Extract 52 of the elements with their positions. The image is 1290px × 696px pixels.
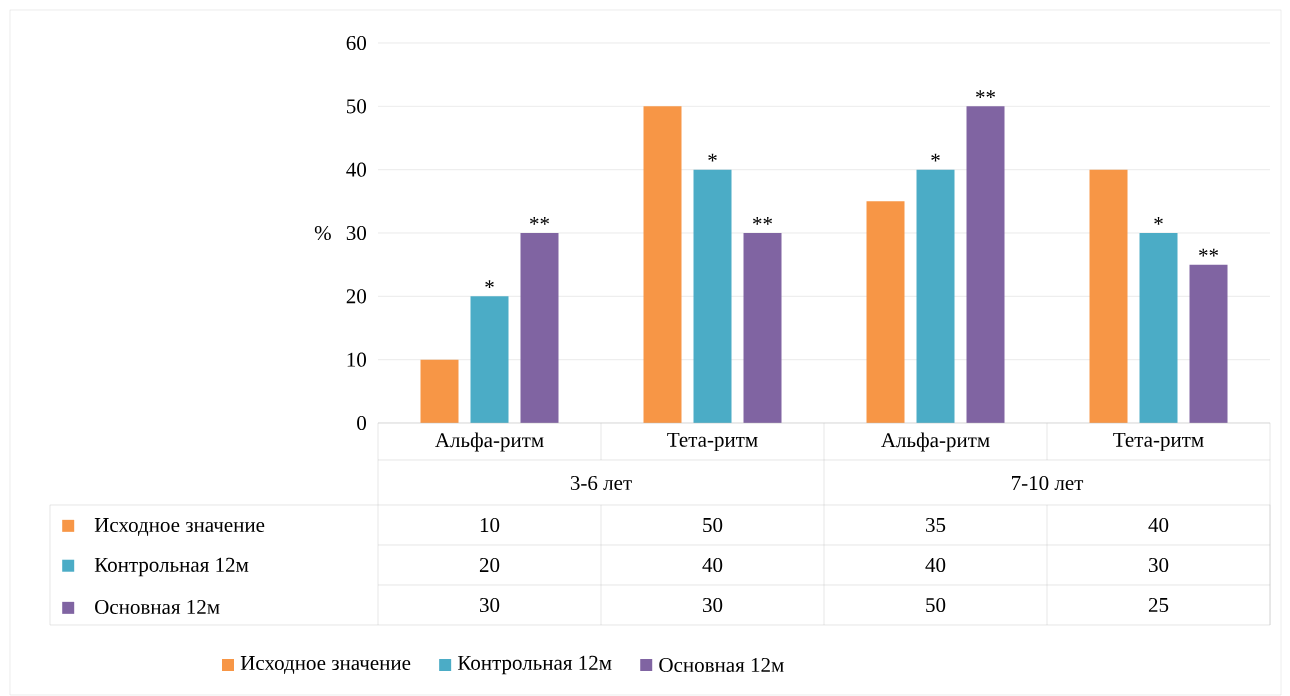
x-tick-label: Альфа-ритм: [435, 432, 544, 452]
text: 3-6 лет: [570, 475, 632, 491]
y-axis-title: %: [314, 225, 331, 241]
bar: [1139, 233, 1178, 423]
y-tick-label: 50: [347, 99, 367, 114]
data-label: 40: [1148, 517, 1169, 533]
bar: [866, 201, 905, 423]
data-label: 20: [479, 557, 500, 573]
data-label: 25: [1148, 597, 1169, 613]
data-label: 50: [703, 517, 723, 533]
text: Контрольная 12м: [94, 557, 249, 577]
bar: [470, 296, 509, 423]
y-tick-label: 10: [347, 352, 367, 367]
legend-label: Основная 12м: [659, 657, 784, 673]
data-label: 50: [926, 597, 946, 613]
data-label: 40: [702, 557, 723, 573]
bar: [966, 106, 1005, 423]
data-label: 30: [1149, 557, 1169, 573]
legend-label: Исходное значение: [94, 518, 265, 536]
data-label: 35: [926, 517, 946, 533]
annotation: *: [485, 280, 494, 289]
annotation: **: [530, 217, 549, 225]
text: Основная 12м: [95, 599, 220, 615]
data-label: 40: [925, 557, 946, 573]
annotation: *: [1154, 217, 1163, 225]
data-label: 10: [480, 517, 500, 533]
annotation: *: [708, 153, 717, 162]
data-label: 30: [703, 597, 723, 613]
data-label: 30: [480, 597, 500, 613]
bar: [1189, 264, 1228, 423]
bar: [420, 359, 459, 423]
text: 7-10 лет: [1012, 475, 1084, 491]
annotation: **: [976, 90, 995, 99]
bar: [743, 233, 782, 423]
legend-label: Контрольная 12м: [457, 655, 612, 675]
y-tick-label: 40: [346, 162, 367, 177]
x-tick-label: Тета-ритм: [667, 432, 758, 452]
annotation: **: [753, 217, 772, 225]
bar: [1089, 169, 1128, 423]
bar: [643, 106, 682, 423]
annotation: **: [1199, 248, 1218, 257]
bar: [520, 233, 559, 423]
annotation: *: [931, 153, 940, 162]
y-tick-label: 30: [346, 225, 367, 241]
bar: [916, 169, 955, 423]
x-tick-label: Альфа-ритм: [881, 432, 990, 452]
text: Исходное значение: [240, 656, 411, 674]
x-tick-label: Тета-ритм: [1113, 432, 1204, 452]
y-tick-label: 0: [357, 415, 367, 431]
y-tick-label: 60: [346, 35, 367, 51]
y-tick-label: 20: [346, 289, 367, 304]
bar: [693, 169, 732, 423]
